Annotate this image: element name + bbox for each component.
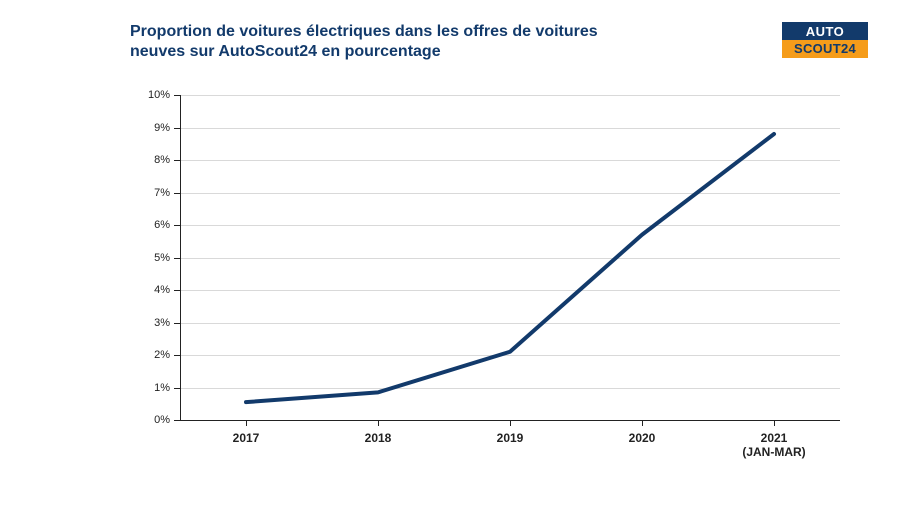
x-tick: [642, 420, 643, 426]
autoscout24-logo: AUTO SCOUT24: [782, 22, 868, 58]
y-axis-label: 10%: [136, 89, 170, 101]
line-chart: 0%1%2%3%4%5%6%7%8%9%10%20172018201920202…: [180, 95, 840, 420]
x-tick: [246, 420, 247, 426]
x-tick: [774, 420, 775, 426]
x-axis-label: 2018: [318, 432, 438, 446]
y-axis-label: 8%: [136, 154, 170, 166]
y-axis-label: 0%: [136, 414, 170, 426]
x-axis-label: 2020: [582, 432, 702, 446]
data-line: [180, 95, 840, 420]
y-axis-label: 5%: [136, 252, 170, 264]
chart-title: Proportion de voitures électriques dans …: [130, 22, 630, 62]
x-axis-label: 2017: [186, 432, 306, 446]
y-axis-label: 2%: [136, 349, 170, 361]
x-tick: [378, 420, 379, 426]
x-axis-label: 2019: [450, 432, 570, 446]
x-tick: [510, 420, 511, 426]
y-axis-label: 6%: [136, 219, 170, 231]
chart-frame: { "title": "Proportion de voitures élect…: [0, 0, 920, 510]
logo-top-text: AUTO: [782, 22, 868, 40]
logo-bottom-text: SCOUT24: [782, 40, 868, 58]
x-axis-label: 2021(JAN-MAR): [714, 432, 834, 460]
y-axis-label: 3%: [136, 317, 170, 329]
y-axis-label: 4%: [136, 284, 170, 296]
y-axis-label: 7%: [136, 187, 170, 199]
y-axis-label: 1%: [136, 382, 170, 394]
y-axis-label: 9%: [136, 122, 170, 134]
